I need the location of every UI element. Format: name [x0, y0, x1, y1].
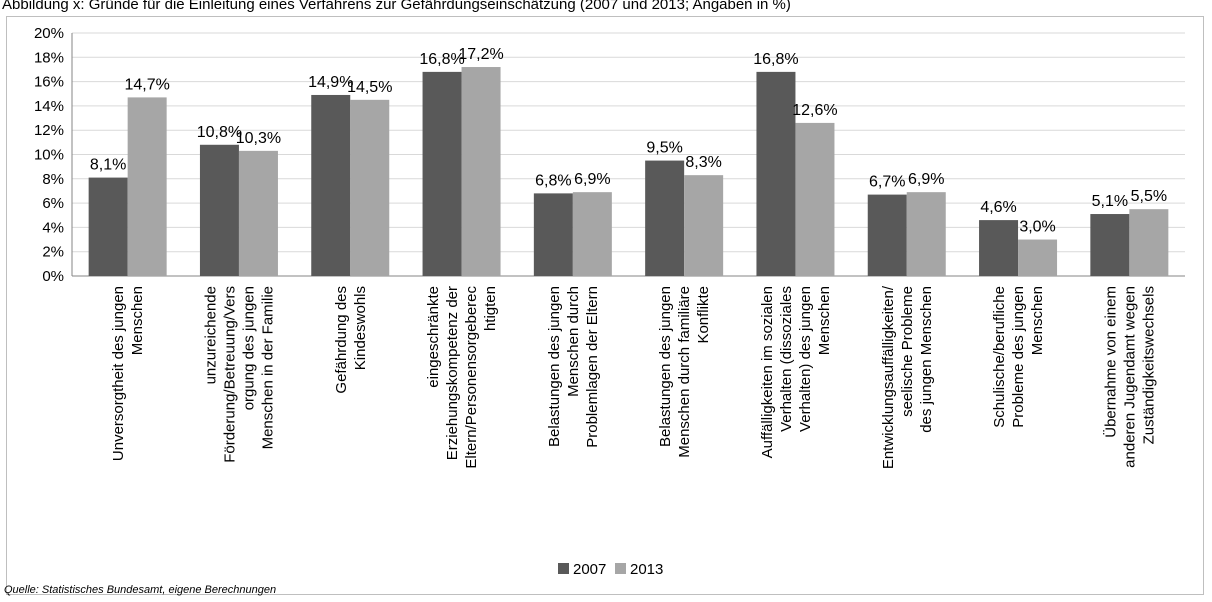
data-label: 10,8% [197, 124, 242, 141]
x-category-label: Menschen in der Familie [259, 286, 276, 449]
bar-2007 [422, 71, 462, 276]
x-category-label: Gefährdung des [333, 286, 350, 394]
y-tick-label: 8% [42, 171, 64, 188]
x-category-label: des jungen Menschen [918, 286, 935, 433]
x-category-label: Entwicklungsauffälligkeiten/ [880, 285, 897, 469]
x-category-label: Menschen durch familiäre [676, 286, 693, 458]
data-label: 9,5% [646, 140, 682, 157]
y-tick-label: 20% [34, 25, 64, 42]
bar-2007 [756, 71, 796, 276]
x-category-label: unzureichende [202, 286, 219, 384]
x-category-label: Erziehungskompetenz der [444, 286, 461, 460]
bar-2013 [350, 99, 390, 276]
bar-2013 [684, 175, 724, 276]
bar-2013 [238, 150, 278, 276]
source-note: Quelle: Statistisches Bundesamt, eigene … [4, 584, 277, 596]
x-category-label: orgung des jungen [240, 286, 257, 410]
data-label: 16,8% [753, 51, 798, 68]
data-label: 8,3% [685, 154, 721, 171]
data-label: 4,6% [980, 199, 1016, 216]
data-label: 5,5% [1131, 188, 1167, 205]
y-tick-label: 16% [34, 74, 64, 91]
data-label: 17,2% [458, 46, 503, 63]
bar-2007 [867, 194, 907, 276]
chart-caption: Abbildung x: Gründe für die Einleitung e… [2, 0, 791, 13]
x-category-label: Belastungen des jungen [546, 286, 563, 447]
x-category-label: Zuständigkeitswechsels [1140, 286, 1157, 444]
x-category-label: Menschen [1029, 286, 1046, 355]
data-label: 14,9% [308, 74, 353, 91]
data-label: 10,3% [236, 130, 281, 147]
legend-swatch-2007 [558, 563, 569, 574]
y-tick-label: 4% [42, 219, 64, 236]
bar-2013 [1018, 239, 1058, 276]
data-label: 14,7% [124, 76, 169, 93]
x-category-label: Menschen [816, 286, 833, 355]
bar-2007 [1090, 214, 1130, 276]
bar-2007 [645, 160, 685, 276]
y-tick-label: 0% [42, 268, 64, 285]
x-category-label: Förderung/Betreuung/Vers [221, 286, 238, 463]
data-label: 6,7% [869, 174, 905, 191]
bar-2013 [461, 67, 501, 277]
bar-2007 [533, 193, 573, 276]
y-tick-label: 18% [34, 49, 64, 66]
x-category-label: Eltern/Personensorgeberec [463, 286, 480, 469]
bar-2013 [572, 192, 612, 276]
x-category-label: Verhalten (dissoziales [778, 286, 795, 432]
bar-2007 [979, 220, 1019, 276]
bar-2007 [311, 94, 351, 276]
x-category-label: Auffälligkeiten im sozialen [759, 286, 776, 458]
x-category-label: Schulische/berufliche [991, 286, 1008, 428]
data-label: 16,8% [419, 51, 464, 68]
x-category-label: Problemlagen der Eltern [584, 286, 601, 448]
x-category-label: Übernahme von einem [1101, 286, 1119, 438]
legend-label: 2007 [573, 561, 606, 578]
data-label: 6,8% [535, 172, 571, 189]
legend-label: 2013 [630, 561, 663, 578]
bar-2013 [795, 122, 835, 276]
data-label: 5,1% [1092, 193, 1128, 210]
x-category-label: Kindeswohls [352, 286, 369, 370]
y-tick-label: 2% [42, 244, 64, 261]
x-category-label: Probleme des jungen [1010, 286, 1027, 428]
y-tick-label: 12% [34, 122, 64, 139]
data-label: 6,9% [574, 171, 610, 188]
bar-2007 [88, 177, 128, 276]
x-category-label: htigten [482, 286, 499, 331]
x-category-label: eingeschränkte [425, 286, 442, 388]
x-category-label: Belastungen des jungen [657, 286, 674, 447]
data-label: 8,1% [90, 157, 126, 174]
x-category-label: anderen Jugendamt wegen [1121, 286, 1138, 468]
y-tick-label: 14% [34, 98, 64, 115]
data-label: 12,6% [792, 102, 837, 119]
data-label: 3,0% [1019, 219, 1055, 236]
bar-2007 [199, 144, 239, 276]
x-category-label: Konflikte [695, 286, 712, 344]
y-tick-label: 6% [42, 195, 64, 212]
chart-frame [6, 16, 1204, 595]
x-category-label: seelische Probleme [899, 286, 916, 417]
data-label: 14,5% [347, 79, 392, 96]
x-category-label: Unversorgtheit des jungen [110, 286, 127, 461]
x-category-label: Menschen durch [565, 286, 582, 397]
y-tick-label: 10% [34, 147, 64, 164]
bar-2013 [906, 192, 946, 276]
x-category-label: Verhalten) des jungen [797, 286, 814, 432]
legend-swatch-2013 [615, 563, 626, 574]
data-label: 6,9% [908, 171, 944, 188]
bar-2013 [127, 97, 167, 277]
bar-2013 [1129, 209, 1169, 276]
x-category-label: Menschen [129, 286, 146, 355]
